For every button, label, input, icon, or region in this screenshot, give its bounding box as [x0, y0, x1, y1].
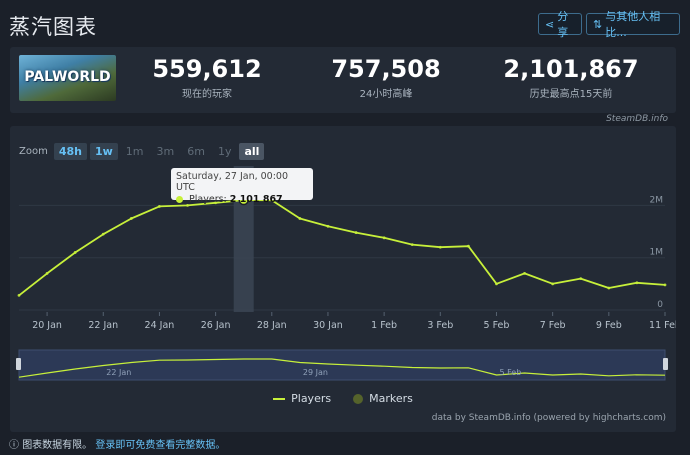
players-series-line — [18, 199, 666, 297]
login-link[interactable]: 登录即可免费查看完整数据。 — [95, 440, 226, 451]
players-data-point — [129, 217, 133, 220]
x-tick-label: 30 Jan — [313, 320, 343, 331]
legend-players-swatch — [273, 397, 286, 400]
page-title: 蒸汽图表 — [9, 15, 97, 39]
navigator-right-handle — [663, 358, 668, 370]
zoom-1w-button[interactable]: 1w — [89, 143, 118, 160]
stat-value: 2,101,867 — [503, 55, 639, 83]
legend-markers[interactable]: Markers — [353, 392, 413, 405]
tooltip-series-dot — [176, 196, 183, 203]
players-data-point — [158, 205, 161, 208]
players-data-point — [186, 203, 189, 207]
stat-current-players: 559,612 现在的玩家 — [122, 55, 292, 100]
share-label: 分享 — [557, 10, 569, 39]
stat-24h-peak: 757,508 24小时高峰 — [301, 55, 471, 100]
info-icon: ⓘ — [9, 440, 19, 451]
players-data-point — [298, 217, 302, 220]
tooltip-series-name: Players: — [189, 194, 227, 205]
x-tick-label: 5 Feb — [484, 320, 510, 331]
stat-all-time-peak: 2,101,867 历史最高点15天前 — [486, 55, 656, 100]
navigator-series-line — [18, 358, 666, 378]
zoom-all-button[interactable]: all — [239, 143, 265, 160]
share-icon: ⋖ — [545, 17, 555, 31]
chart-credit-bottom[interactable]: data by SteamDB.info (powered by highcha… — [431, 413, 666, 423]
tooltip-date: Saturday, 27 Jan, 00:00 UTC — [176, 171, 289, 193]
stats-panel: PALWORLD 559,612 现在的玩家 757,508 24小时高峰 2,… — [10, 47, 676, 113]
players-data-point — [438, 245, 442, 249]
x-tick-label: 26 Jan — [201, 320, 231, 331]
compare-button[interactable]: ⇅ 与其他人相比... — [586, 10, 680, 39]
stat-label: 现在的玩家 — [182, 89, 232, 100]
zoom-bar: Zoom 48h 1w 1m 3m 6m 1y all — [19, 143, 265, 160]
x-tick-label: 1 Feb — [371, 320, 397, 331]
zoom-3m-button[interactable]: 3m — [156, 145, 175, 158]
chart-credit-top[interactable]: SteamDB.info — [606, 114, 668, 124]
chart-panel: SteamDB.info 0 1M 2M 20 Jan 22 Jan 24 Jan 26 J… — [10, 114, 676, 432]
footer-warning: 图表数据有限。 — [22, 440, 93, 451]
chart-tooltip: Saturday, 27 Jan, 00:00 UTC Players: 2 1… — [171, 168, 313, 205]
players-data-point — [17, 293, 21, 297]
legend-players-label: Players — [291, 392, 332, 405]
legend-players[interactable]: Players — [273, 392, 331, 405]
players-data-point — [635, 281, 639, 285]
compare-icon: ⇅ — [593, 17, 603, 31]
players-data-point — [579, 277, 583, 281]
players-data-point — [495, 282, 498, 286]
x-tick-label: 11 Feb — [649, 320, 676, 331]
footer: ⓘ 图表数据有限。 登录即可免费查看完整数据。 — [9, 436, 225, 451]
zoom-1m-button[interactable]: 1m — [125, 145, 144, 158]
legend-markers-label: Markers — [369, 392, 413, 405]
y-tick-label: 1M — [650, 248, 664, 258]
game-logo[interactable]: PALWORLD — [19, 55, 116, 101]
players-data-point — [523, 271, 526, 275]
players-chart[interactable]: 0 1M 2M 20 Jan 22 Jan 24 Jan 26 Jan 28 Jan 30 Ja… — [10, 126, 676, 391]
compare-label: 与其他人相比... — [605, 10, 661, 39]
zoom-48h-button[interactable]: 48h — [53, 143, 87, 160]
players-data-point — [354, 231, 358, 234]
x-tick-label: 22 Jan — [88, 320, 118, 331]
legend-markers-swatch — [353, 393, 364, 404]
x-tick-label: 28 Jan — [257, 320, 287, 331]
zoom-1y-button[interactable]: 1y — [217, 145, 232, 158]
chart-legend: Players Markers — [10, 392, 676, 405]
x-tick-label: 9 Feb — [596, 320, 622, 331]
game-logo-text: PALWORLD — [24, 69, 111, 85]
players-data-point — [45, 271, 49, 275]
players-data-point — [214, 201, 218, 205]
players-data-point — [607, 286, 611, 290]
stat-value: 559,612 — [152, 55, 262, 83]
players-data-point — [410, 243, 414, 247]
players-data-point — [101, 232, 105, 236]
players-data-point — [73, 251, 77, 254]
x-tick-label: 7 Feb — [540, 320, 566, 331]
stat-label: 24小时高峰 — [359, 89, 413, 100]
navigator-label: 22 Jan — [106, 368, 131, 377]
x-tick-label: 3 Feb — [427, 320, 453, 331]
navigator-label: 5 Feb — [499, 368, 521, 377]
tooltip-value: 2 101 867 — [229, 194, 283, 205]
hover-band — [233, 166, 254, 312]
players-data-point — [551, 282, 555, 286]
share-button[interactable]: ⋖ 分享 — [538, 10, 582, 39]
x-tick-label: 20 Jan — [32, 320, 62, 331]
players-data-point — [663, 283, 667, 287]
stat-label: 历史最高点15天前 — [529, 89, 613, 100]
zoom-6m-button[interactable]: 6m — [187, 145, 205, 158]
navigator-left-handle — [16, 358, 21, 370]
y-tick-label: 2M — [650, 195, 664, 205]
players-data-point — [326, 224, 330, 228]
zoom-label: Zoom — [19, 146, 48, 157]
players-data-point — [382, 236, 386, 240]
players-data-point — [466, 244, 470, 248]
y-tick-label: 0 — [657, 300, 663, 310]
navigator-label: 29 Jan — [303, 368, 328, 377]
x-tick-label: 24 Jan — [145, 320, 175, 331]
stat-value: 757,508 — [331, 55, 441, 83]
